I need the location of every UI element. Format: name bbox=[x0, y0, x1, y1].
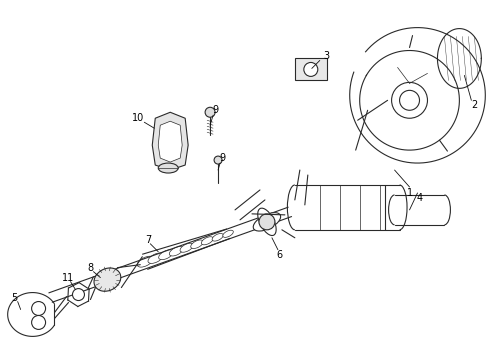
Circle shape bbox=[32, 302, 46, 315]
Circle shape bbox=[32, 315, 46, 329]
Ellipse shape bbox=[137, 256, 153, 267]
Ellipse shape bbox=[94, 268, 121, 291]
Circle shape bbox=[304, 62, 318, 76]
Text: 9: 9 bbox=[212, 105, 218, 115]
Ellipse shape bbox=[191, 240, 203, 248]
Polygon shape bbox=[295, 58, 327, 80]
Ellipse shape bbox=[159, 250, 173, 260]
Ellipse shape bbox=[148, 253, 163, 264]
Text: 10: 10 bbox=[132, 113, 145, 123]
Polygon shape bbox=[152, 112, 188, 170]
Circle shape bbox=[73, 289, 84, 301]
Ellipse shape bbox=[212, 234, 223, 241]
Circle shape bbox=[259, 214, 275, 230]
Ellipse shape bbox=[180, 243, 193, 252]
Text: 8: 8 bbox=[87, 263, 94, 273]
Text: 1: 1 bbox=[407, 188, 413, 198]
Text: 2: 2 bbox=[471, 100, 477, 110]
Text: 4: 4 bbox=[416, 193, 422, 203]
Circle shape bbox=[392, 82, 427, 118]
Text: 9: 9 bbox=[219, 153, 225, 163]
Text: 3: 3 bbox=[324, 51, 330, 62]
Ellipse shape bbox=[201, 237, 213, 245]
Ellipse shape bbox=[253, 213, 281, 231]
Ellipse shape bbox=[158, 163, 178, 173]
Circle shape bbox=[399, 90, 419, 110]
Ellipse shape bbox=[223, 230, 233, 237]
Text: 5: 5 bbox=[12, 293, 18, 302]
Text: 11: 11 bbox=[62, 273, 74, 283]
Text: 6: 6 bbox=[277, 250, 283, 260]
Polygon shape bbox=[158, 121, 182, 162]
Text: 7: 7 bbox=[145, 235, 151, 245]
Ellipse shape bbox=[170, 247, 183, 256]
Circle shape bbox=[214, 156, 222, 164]
Circle shape bbox=[205, 107, 215, 117]
Ellipse shape bbox=[258, 208, 276, 235]
